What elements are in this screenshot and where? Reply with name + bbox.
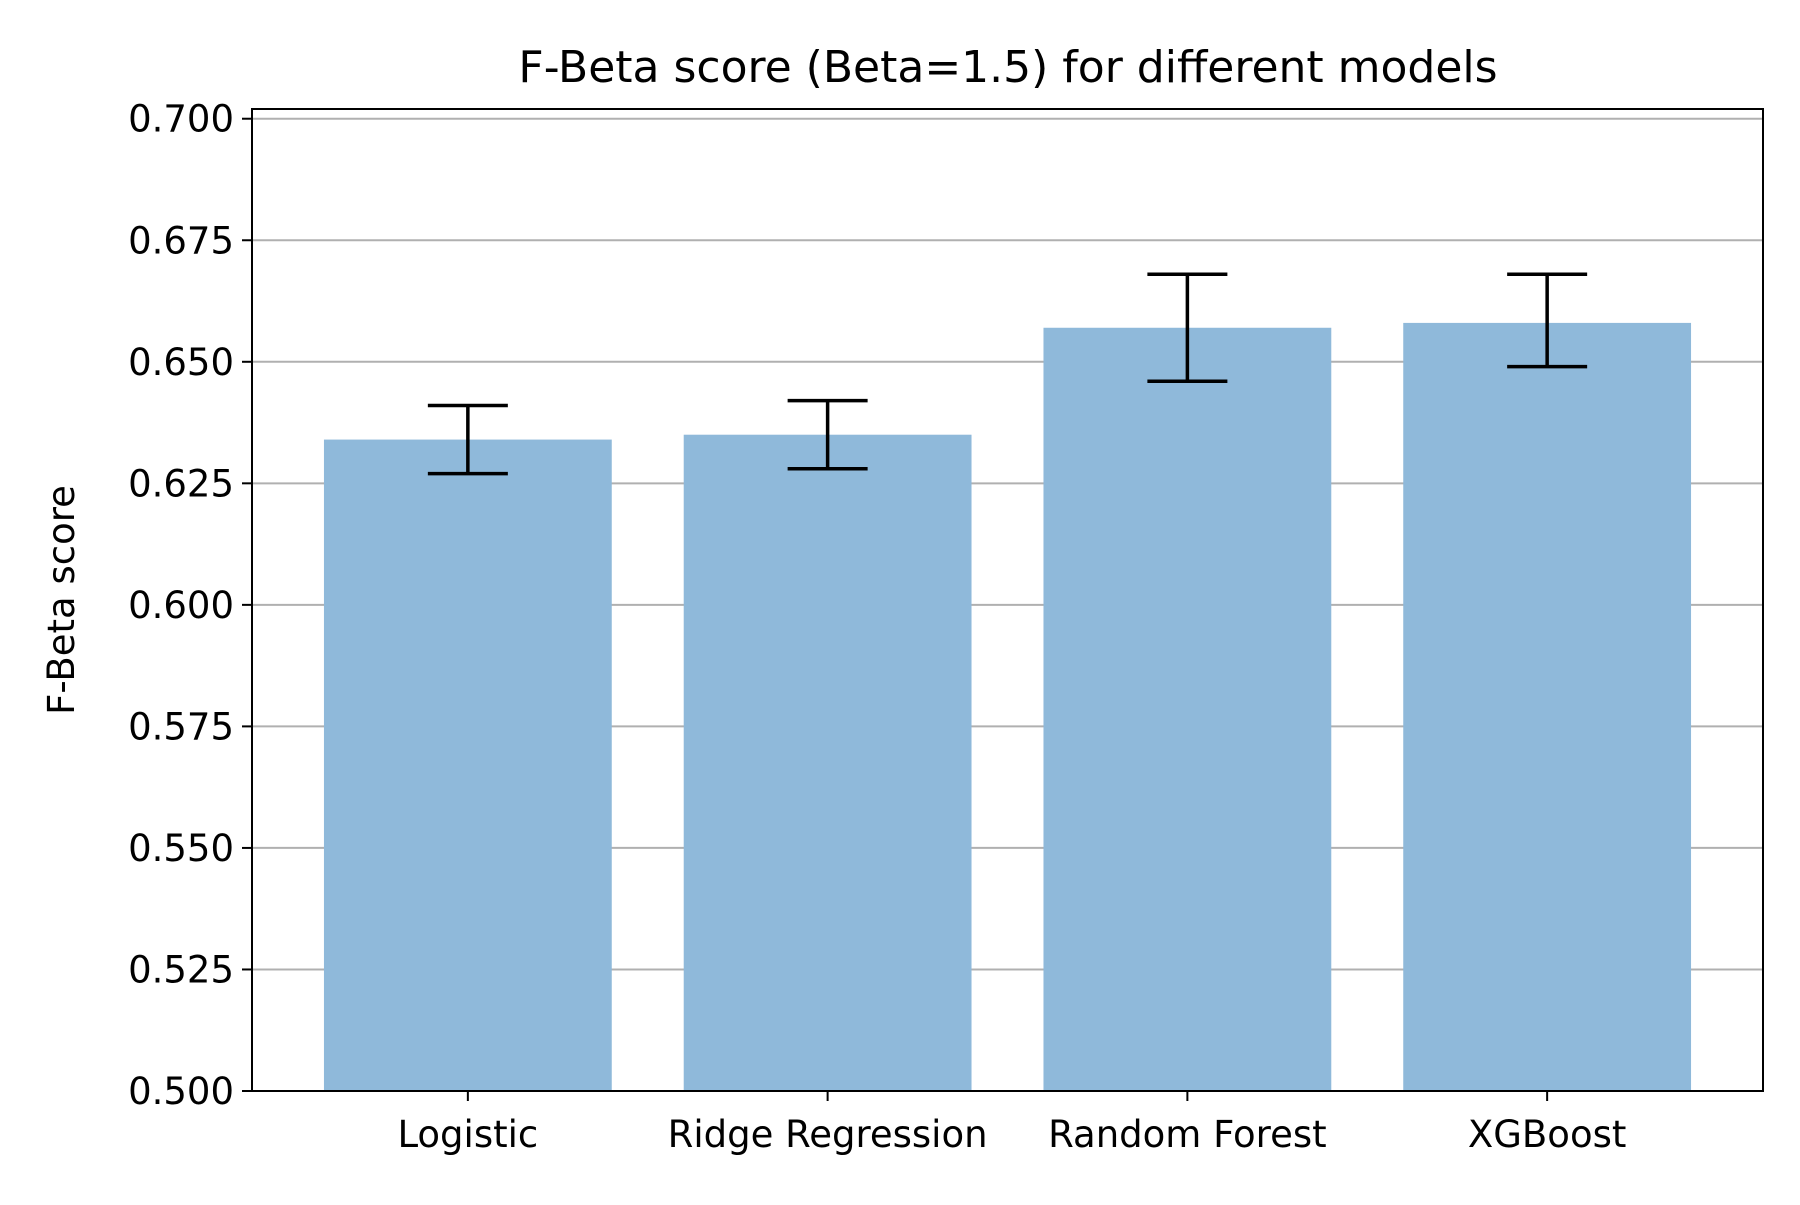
error-bars bbox=[427, 272, 1588, 476]
y-axis-ticks: 0.500 0.525 0.550 0.575 0.600 0.625 0.650 0.675… bbox=[128, 98, 252, 1113]
bar-logistic bbox=[323, 439, 612, 1092]
y-tick-label: 0.675 bbox=[128, 219, 234, 262]
plot-frame bbox=[251, 108, 1764, 1092]
y-tick-label: 0.575 bbox=[128, 705, 234, 748]
x-tick-label: Logistic bbox=[397, 1113, 538, 1156]
chart-title: F-Beta score (Beta=1.5) for different mo… bbox=[518, 42, 1497, 93]
y-tick-label: 0.650 bbox=[128, 341, 234, 384]
y-tick-label: 0.500 bbox=[128, 1070, 234, 1113]
bar-random-forest bbox=[1043, 327, 1332, 1091]
y-tick-label: 0.550 bbox=[128, 827, 234, 870]
y-tick-label: 0.600 bbox=[128, 584, 234, 627]
y-tick-label: 0.700 bbox=[128, 98, 234, 141]
x-tick-label: Ridge Regression bbox=[668, 1113, 988, 1156]
y-axis-label: F-Beta score bbox=[40, 485, 83, 715]
x-tick-label: XGBoost bbox=[1468, 1113, 1626, 1156]
bar-ridge-regression bbox=[683, 434, 972, 1091]
bar-xgboost bbox=[1403, 322, 1692, 1091]
x-tick-label: Random Forest bbox=[1048, 1113, 1327, 1156]
x-axis-ticks: Logistic Ridge Regression Random Forest XGB… bbox=[397, 1091, 1626, 1156]
y-tick-label: 0.625 bbox=[128, 462, 234, 505]
y-tick-label: 0.525 bbox=[128, 948, 234, 991]
bars bbox=[323, 322, 1692, 1092]
